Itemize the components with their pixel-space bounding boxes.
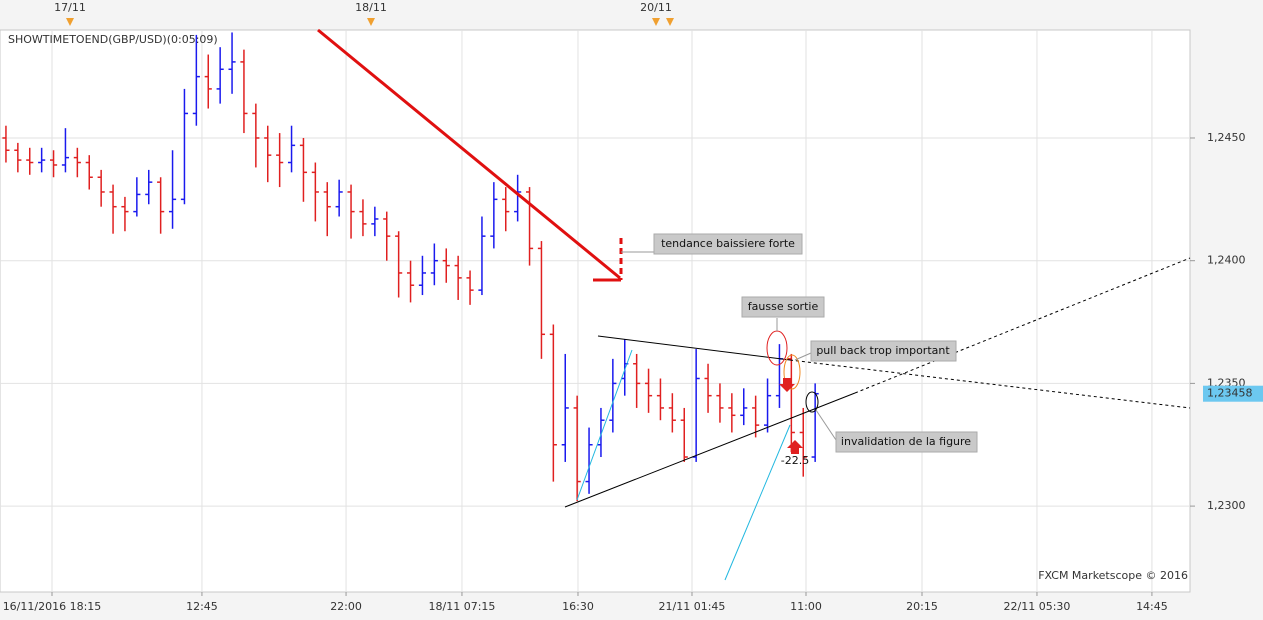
down-arrow <box>779 378 795 392</box>
x-tick-label: 14:45 <box>1136 600 1168 613</box>
cyan-line <box>724 424 791 581</box>
x-tick-label: 20:15 <box>906 600 938 613</box>
x-tick-label: 16:30 <box>562 600 594 613</box>
y-tick-label: 1,2400 <box>1207 254 1246 267</box>
annotation: invalidation de la figure <box>841 435 971 448</box>
x-tick-label: 16/11/2016 18:15 <box>3 600 102 613</box>
x-tick-label: 18/11 07:15 <box>429 600 496 613</box>
connector <box>794 352 812 361</box>
annotation: tendance baissiere forte <box>661 237 795 250</box>
annotation: pull back trop important <box>816 344 950 357</box>
last-price-label: 1,23458 <box>1207 387 1253 400</box>
top-label: 18/11 <box>355 1 387 14</box>
label-box <box>653 233 803 255</box>
extension-line <box>789 359 1191 409</box>
annotation: fausse sortie <box>748 300 819 313</box>
drawings <box>317 28 1191 581</box>
label-box <box>835 431 978 453</box>
watermark: FXCM Marketscope © 2016 <box>1038 569 1188 582</box>
top-marker <box>66 18 674 26</box>
up-arrow <box>787 440 803 454</box>
x-tick-label: 12:45 <box>186 600 218 613</box>
label-box <box>741 296 825 318</box>
annotation: -22.5 <box>781 454 809 467</box>
trend-line <box>317 28 621 280</box>
circle-marker <box>805 391 819 413</box>
y-tick-label: 1,2450 <box>1207 131 1246 144</box>
indicator-title: SHOWTIMETOEND(GBP/USD)(0:05:09) <box>8 33 218 46</box>
triangle-upper <box>597 335 791 361</box>
connector <box>815 409 837 441</box>
x-tick-label: 22:00 <box>330 600 362 613</box>
circle-marker <box>783 354 801 390</box>
top-label: 17/11 <box>54 1 86 14</box>
cyan-line <box>576 349 633 501</box>
x-tick-label: 11:00 <box>790 600 822 613</box>
y-tick-label: 1,2300 <box>1207 499 1246 512</box>
label-box <box>810 340 957 362</box>
last-price-tag <box>1203 385 1263 402</box>
plot-area <box>0 29 1191 593</box>
triangle-lower <box>564 392 856 508</box>
x-tick-label: 22/11 05:30 <box>1004 600 1071 613</box>
bars <box>2 32 819 502</box>
extension-line <box>854 257 1191 394</box>
x-tick-label: 21/11 01:45 <box>659 600 726 613</box>
top-label: 20/11 <box>640 1 672 14</box>
